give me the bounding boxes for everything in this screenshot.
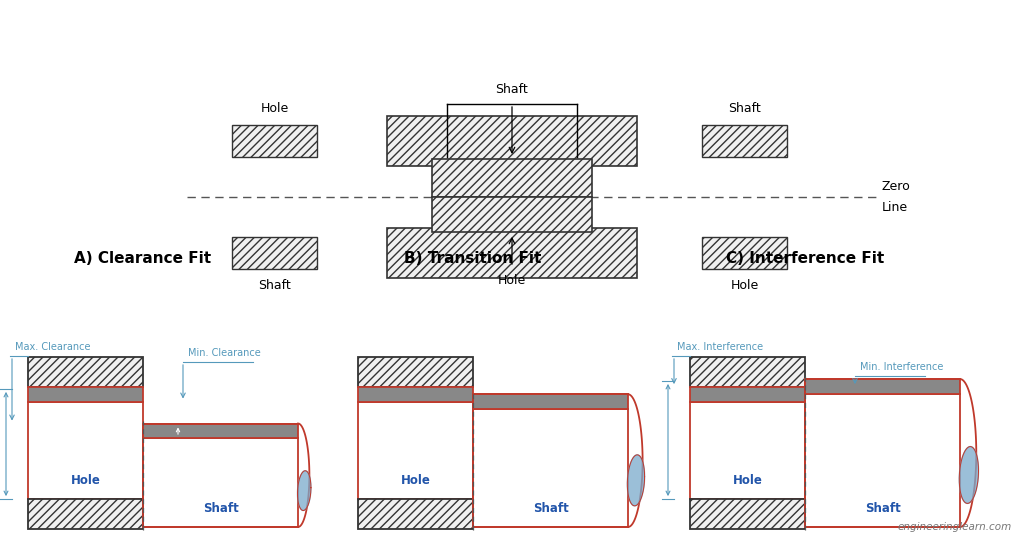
Text: Max. Clearance: Max. Clearance: [15, 342, 90, 352]
Text: Shaft: Shaft: [532, 502, 568, 515]
Bar: [432, 197, 592, 232]
Text: Hole: Hole: [730, 279, 759, 292]
Text: Shaft: Shaft: [203, 502, 239, 515]
Bar: [432, 159, 592, 197]
Bar: [143, 424, 298, 438]
Text: engineeringlearn.com: engineeringlearn.com: [898, 522, 1012, 532]
Bar: [690, 387, 805, 402]
Bar: [387, 116, 637, 166]
Polygon shape: [959, 446, 979, 503]
Bar: [143, 438, 298, 527]
Text: Hole: Hole: [498, 274, 526, 287]
Bar: [28, 387, 143, 402]
Text: B) Transition Fit: B) Transition Fit: [404, 251, 542, 266]
Text: Hole: Hole: [732, 474, 763, 487]
Bar: [358, 387, 473, 402]
Polygon shape: [628, 455, 644, 506]
Bar: [690, 402, 805, 499]
Bar: [358, 402, 473, 499]
Bar: [232, 125, 317, 157]
Bar: [690, 357, 805, 387]
Text: A) Clearance Fit: A) Clearance Fit: [75, 251, 212, 266]
Text: Min. Clearance: Min. Clearance: [188, 348, 261, 358]
Text: Shaft: Shaft: [728, 102, 761, 115]
Polygon shape: [298, 471, 311, 510]
Bar: [232, 237, 317, 269]
Bar: [805, 379, 961, 393]
Bar: [28, 402, 143, 499]
Text: Shaft: Shaft: [496, 83, 528, 96]
Bar: [387, 228, 637, 278]
Bar: [702, 125, 787, 157]
Text: Hole: Hole: [260, 102, 289, 115]
Bar: [690, 499, 805, 529]
Text: Line: Line: [882, 201, 908, 214]
Text: Shaft: Shaft: [258, 279, 291, 292]
Text: Max. Interference: Max. Interference: [677, 342, 763, 352]
Bar: [473, 394, 628, 409]
Bar: [358, 499, 473, 529]
Text: Hole: Hole: [71, 474, 100, 487]
Text: Min. Interference: Min. Interference: [860, 362, 943, 372]
Bar: [702, 237, 787, 269]
Text: Hole: Hole: [400, 474, 430, 487]
Bar: [358, 357, 473, 387]
Bar: [28, 499, 143, 529]
Bar: [805, 393, 961, 527]
Bar: [473, 409, 628, 527]
Text: Zero: Zero: [882, 180, 910, 193]
Text: Shaft: Shaft: [864, 502, 900, 515]
Text: C) Interference Fit: C) Interference Fit: [726, 251, 884, 266]
Bar: [28, 357, 143, 387]
